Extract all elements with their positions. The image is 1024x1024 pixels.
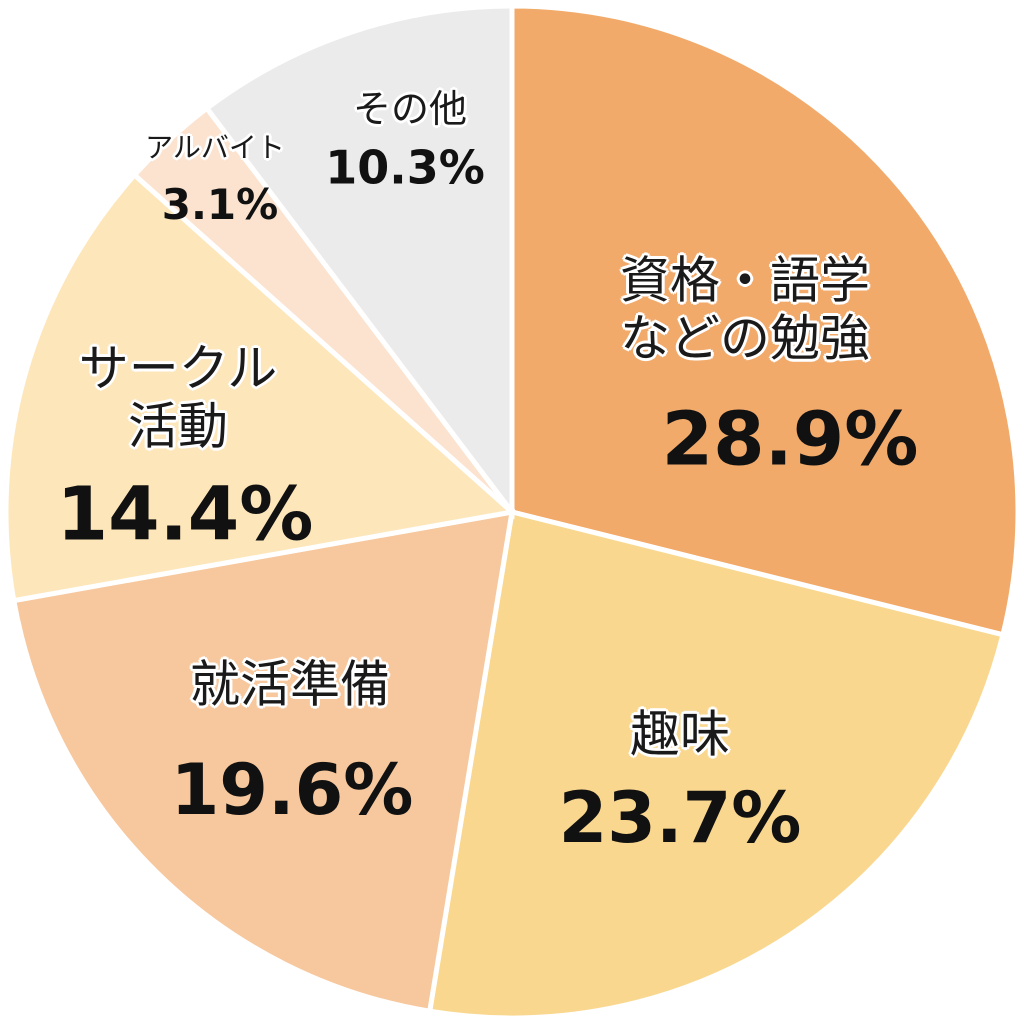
slice-label: 趣味	[630, 705, 730, 764]
pie-slice	[509, 3, 1021, 638]
pie-slice	[10, 508, 516, 1015]
value-label: 10.3%	[325, 140, 485, 195]
slice-label: 資格・語学 などの勉強	[620, 251, 870, 367]
slice-label: アルバイト	[145, 130, 285, 164]
value-label: 28.9%	[661, 396, 919, 483]
value-label: 19.6%	[170, 748, 414, 831]
value-label: 14.4%	[56, 471, 314, 558]
slice-label: その他	[352, 87, 468, 132]
pie-slice	[426, 508, 1006, 1021]
pie-slice	[203, 3, 515, 520]
value-label: 23.7%	[558, 776, 802, 859]
slice-label: 就活準備	[190, 655, 390, 714]
pie-slice	[3, 171, 518, 604]
value-label: 3.1%	[161, 179, 279, 229]
slice-label: サークル 活動	[78, 339, 278, 455]
